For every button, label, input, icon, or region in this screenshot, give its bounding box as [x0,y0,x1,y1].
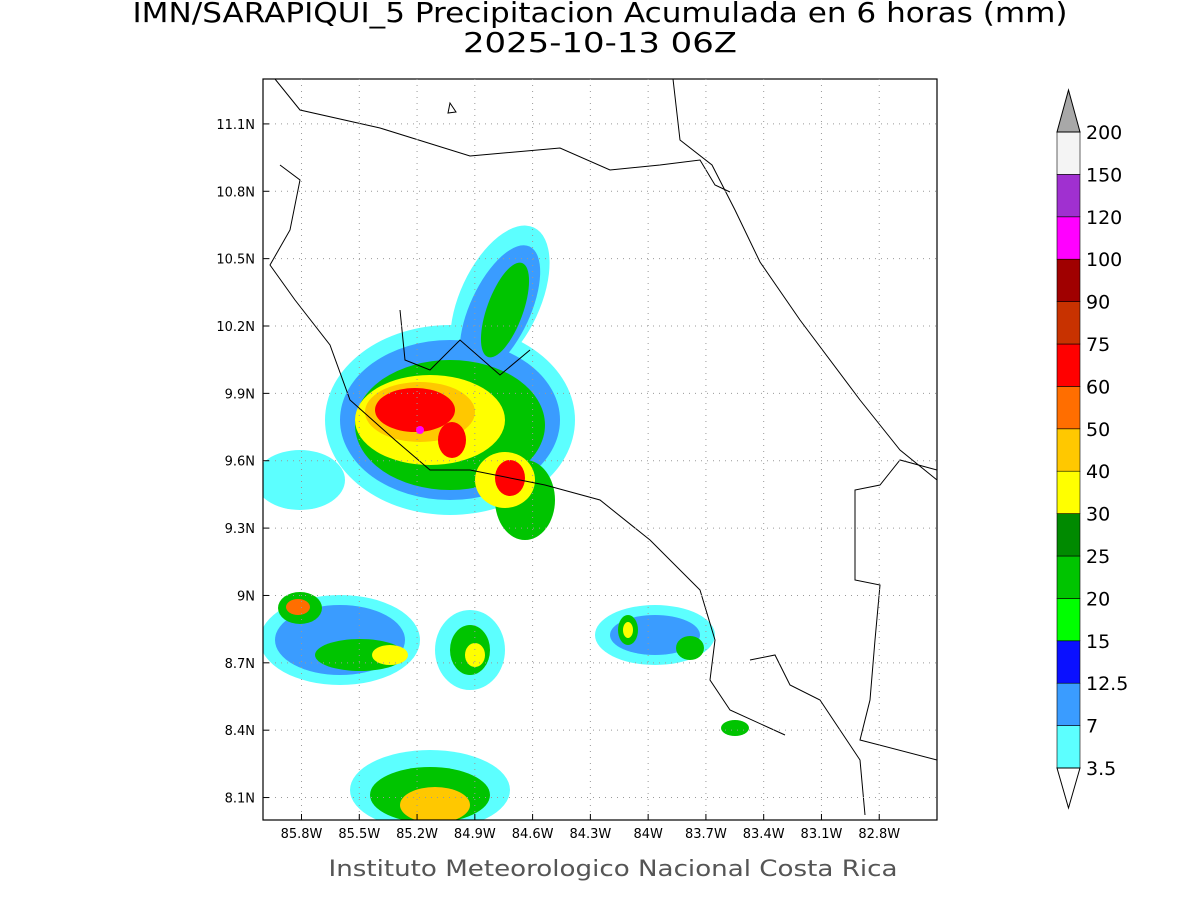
colorbar-label: 30 [1086,504,1110,526]
colorbar-segment [1056,343,1081,387]
rain-cluster [263,225,575,540]
lat-tick-label: 9N [237,589,255,604]
colorbar-segment [1056,725,1081,769]
colorbar-segment [1056,640,1081,684]
colorbar-segment [1056,470,1081,514]
rain-south [263,592,749,820]
footer-credit: Instituto Meteorologico Nacional Costa R… [329,857,898,882]
precipitation-field [263,225,749,820]
lon-tick-label: 82.8W [858,827,900,842]
lon-tick-label: 84.6W [512,827,554,842]
lon-tick-label: 83.4W [743,827,785,842]
map-frame [262,78,938,821]
colorbar-label: 150 [1086,164,1122,186]
coastlines [269,79,937,816]
colorbar-label: 75 [1086,334,1110,356]
lon-tick-label: 85.5W [338,827,380,842]
lat-tick-label: 8.7N [225,657,255,672]
lat-tick-label: 8.1N [225,792,255,807]
colorbar-label: 50 [1086,419,1110,441]
colorbar-segment [1056,174,1081,218]
lon-tick-label: 85.2W [396,827,438,842]
colorbar-label: 3.5 [1086,758,1116,780]
lat-tick-label: 9.6N [225,455,255,470]
title: IMN/SARAPIQUI_5 Precipitacion Acumulada … [133,0,1068,29]
colorbar-label: 15 [1086,631,1110,653]
lon-tick-label: 84.3W [569,827,611,842]
colorbar-under [1056,767,1081,810]
colorbar-segment [1056,131,1081,175]
colorbar-segment [1056,598,1081,642]
colorbar-label: 100 [1086,249,1122,271]
colorbar-segment [1056,555,1081,599]
lat-tick-label: 8.4N [225,724,255,739]
lat-tick-label: 10.2N [216,320,255,335]
colorbar-label: 90 [1086,292,1110,314]
colorbar-label: 25 [1086,546,1110,568]
lon-tick-label: 84.9W [454,827,496,842]
colorbar-segment [1056,258,1081,302]
colorbar-segment [1056,428,1081,472]
colorbar-label: 7 [1086,716,1098,738]
lon-tick-label: 83.1W [801,827,843,842]
colorbar-segment [1056,682,1081,726]
colorbar-segment [1056,216,1081,260]
lon-tick-label: 83.7W [685,827,727,842]
colorbar-segment [1056,301,1081,345]
colorbar-label: 60 [1086,376,1110,398]
colorbar-label: 20 [1086,588,1110,610]
colorbar-label: 120 [1086,207,1122,229]
colorbar-over [1056,88,1081,133]
lon-tick-label: 84W [633,827,663,842]
lat-tick-label: 10.8N [216,185,255,200]
lat-tick-label: 11.1N [216,118,255,133]
colorbar-label: 12.5 [1086,673,1128,695]
lat-tick-label: 9.3N [225,522,255,537]
colorbar-label: 40 [1086,461,1110,483]
colorbar-segment [1056,386,1081,430]
colorbar-label: 200 [1086,122,1122,144]
lon-tick-label: 85.8W [281,827,323,842]
lat-tick-label: 9.9N [225,387,255,402]
lat-tick-label: 10.5N [216,253,255,268]
subtitle: 2025-10-13 06Z [463,26,737,59]
colorbar-segment [1056,513,1081,557]
